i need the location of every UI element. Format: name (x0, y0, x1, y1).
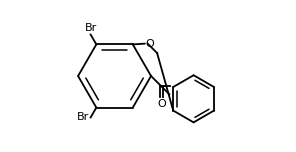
Text: Br: Br (84, 23, 97, 33)
Text: O: O (157, 99, 166, 109)
Text: O: O (145, 39, 154, 49)
Text: Br: Br (77, 112, 89, 123)
